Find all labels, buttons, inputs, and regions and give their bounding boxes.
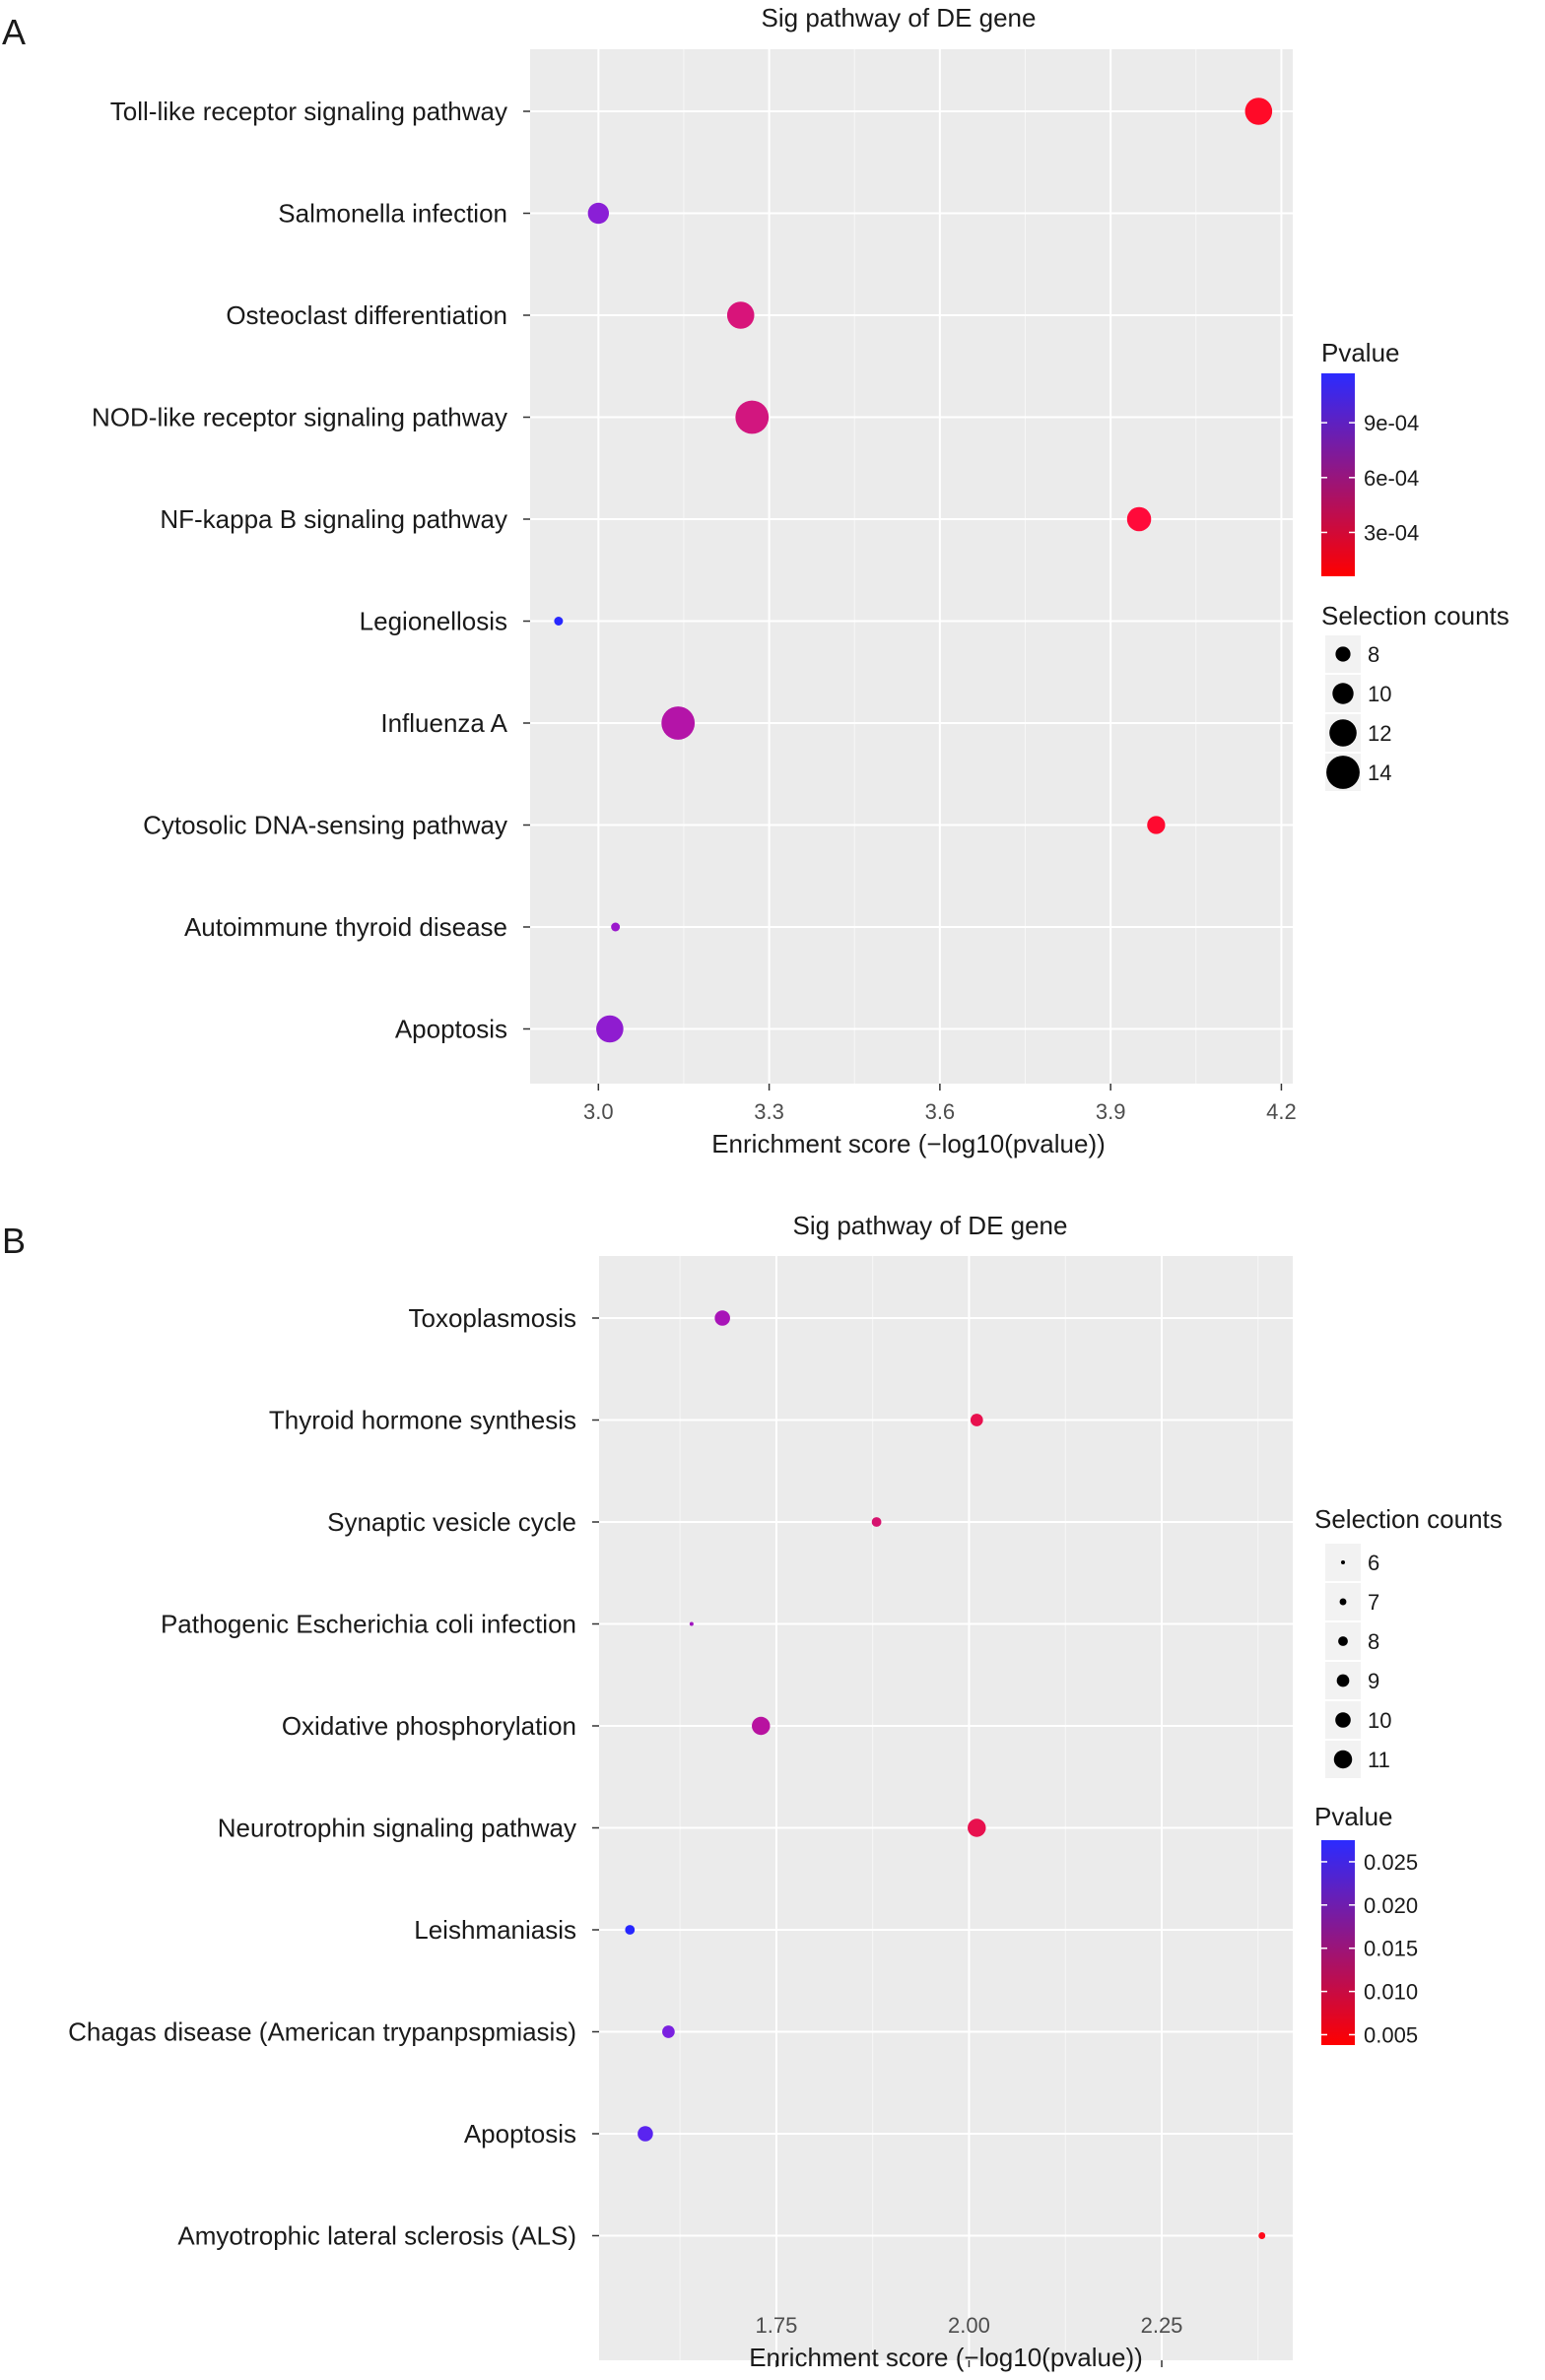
point-autoimmune-thyroid-disease bbox=[611, 922, 621, 932]
x-tick-label: 3.0 bbox=[583, 1099, 614, 1124]
colorbar-tick-label: 0.015 bbox=[1364, 1937, 1418, 1961]
category-label-apoptosis: Apoptosis bbox=[395, 1015, 507, 1044]
colorbar-tick-label: 3e-04 bbox=[1364, 520, 1419, 545]
point-thyroid-hormone-synthesis bbox=[970, 1414, 983, 1426]
category-label-nf-kappa-b-signaling-pathway: NF-kappa B signaling pathway bbox=[160, 504, 507, 534]
pvalue-legend-title: Pvalue bbox=[1314, 1802, 1393, 1831]
point-salmonella-infection bbox=[587, 202, 610, 225]
size-key-label: 10 bbox=[1368, 682, 1391, 706]
x-tick-label: 2.25 bbox=[1141, 2313, 1183, 2338]
chart-title: Sig pathway of DE gene bbox=[762, 3, 1037, 33]
size-key-dot bbox=[1335, 646, 1351, 662]
point-neurotrophin-signaling-pathway bbox=[968, 1818, 986, 1837]
size-key-label: 14 bbox=[1368, 760, 1391, 785]
size-legend-title: Selection counts bbox=[1321, 601, 1510, 630]
point-pathogenic-escherichia-coli-infection bbox=[689, 1621, 694, 1626]
colorbar-tick-label: 9e-04 bbox=[1364, 411, 1419, 435]
category-label-influenza-a: Influenza A bbox=[380, 708, 507, 738]
size-key-dot bbox=[1326, 756, 1360, 789]
point-amyotrophic-lateral-sclerosis-als bbox=[1258, 2232, 1266, 2239]
plot-background bbox=[599, 1256, 1293, 2360]
size-key-dot bbox=[1335, 1712, 1351, 1728]
point-nf-kappa-b-signaling-pathway bbox=[1126, 506, 1152, 532]
panel-label: A bbox=[2, 12, 26, 52]
category-label-toxoplasmosis: Toxoplasmosis bbox=[408, 1303, 576, 1333]
point-legionellosis bbox=[554, 617, 564, 626]
x-tick-label: 3.6 bbox=[925, 1099, 956, 1124]
category-label-cytosolic-dna-sensing-pathway: Cytosolic DNA-sensing pathway bbox=[143, 811, 507, 840]
size-key-dot bbox=[1329, 719, 1357, 747]
colorbar-tick-label: 0.005 bbox=[1364, 2022, 1418, 2047]
size-legend-title: Selection counts bbox=[1314, 1504, 1503, 1534]
point-oxidative-phosphorylation bbox=[752, 1716, 771, 1736]
point-influenza-a bbox=[661, 706, 696, 740]
colorbar-tick-label: 0.010 bbox=[1364, 1980, 1418, 2005]
category-label-amyotrophic-lateral-sclerosis-als: Amyotrophic lateral sclerosis (ALS) bbox=[177, 2221, 576, 2251]
panel-b: B Sig pathway of DE gene 1.75 2.00 2.25 Toxop… bbox=[2, 1211, 1503, 2372]
size-key-label: 8 bbox=[1368, 1629, 1379, 1654]
category-label-salmonella-infection: Salmonella infection bbox=[278, 199, 507, 229]
colorbar-tick-label: 6e-04 bbox=[1364, 466, 1419, 491]
x-tick-label: 2.00 bbox=[948, 2313, 990, 2338]
category-label-osteoclast-differentiation: Osteoclast differentiation bbox=[226, 300, 507, 330]
category-label-autoimmune-thyroid-disease: Autoimmune thyroid disease bbox=[184, 912, 507, 942]
size-key-dot bbox=[1333, 1750, 1353, 1769]
category-label-chagas-disease-american-trypanpspmiasis: Chagas disease (American trypanpspmiasis… bbox=[68, 2017, 576, 2047]
size-key-dot bbox=[1341, 1560, 1345, 1564]
size-key-label: 10 bbox=[1368, 1708, 1391, 1733]
colorbar-tick-label: 0.025 bbox=[1364, 1850, 1418, 1875]
x-tick-label: 4.2 bbox=[1266, 1099, 1297, 1124]
size-key-dot bbox=[1332, 683, 1354, 704]
point-cytosolic-dna-sensing-pathway bbox=[1147, 816, 1166, 834]
point-apoptosis bbox=[596, 1015, 624, 1043]
size-key-label: 6 bbox=[1368, 1551, 1379, 1575]
colorbar-tick-label: 0.020 bbox=[1364, 1893, 1418, 1918]
x-axis-title: Enrichment score (−log10(pvalue)) bbox=[749, 2343, 1143, 2372]
size-key-label: 11 bbox=[1368, 1748, 1390, 1772]
panel-a: A Sig pathway of DE gene 3.0 3.3 3.6 3.9 4.2 To… bbox=[2, 3, 1510, 1158]
pvalue-colorbar bbox=[1321, 373, 1355, 576]
category-label-oxidative-phosphorylation: Oxidative phosphorylation bbox=[282, 1711, 576, 1741]
category-label-nod-like-receptor-signaling-pathway: NOD-like receptor signaling pathway bbox=[92, 403, 507, 432]
point-synaptic-vesicle-cycle bbox=[871, 1517, 882, 1527]
category-label-apoptosis: Apoptosis bbox=[464, 2119, 576, 2149]
size-key-label: 8 bbox=[1368, 642, 1379, 667]
x-tick-label: 3.3 bbox=[754, 1099, 784, 1124]
category-label-thyroid-hormone-synthesis: Thyroid hormone synthesis bbox=[269, 1406, 576, 1435]
x-tick-label: 1.75 bbox=[755, 2313, 797, 2338]
category-label-pathogenic-escherichia-coli-infection: Pathogenic Escherichia coli infection bbox=[161, 1610, 576, 1639]
category-label-legionellosis: Legionellosis bbox=[360, 607, 507, 636]
x-tick-label: 3.9 bbox=[1096, 1099, 1126, 1124]
category-label-synaptic-vesicle-cycle: Synaptic vesicle cycle bbox=[327, 1507, 576, 1537]
point-toll-like-receptor-signaling-pathway bbox=[1244, 98, 1273, 125]
x-axis-title: Enrichment score (−log10(pvalue)) bbox=[711, 1129, 1106, 1158]
size-key-label: 7 bbox=[1368, 1590, 1379, 1615]
point-leishmaniasis bbox=[625, 1925, 636, 1935]
point-nod-like-receptor-signaling-pathway bbox=[735, 400, 770, 434]
category-label-leishmaniasis: Leishmaniasis bbox=[414, 1915, 576, 1945]
panel-label: B bbox=[2, 1221, 26, 1261]
size-key-dot bbox=[1336, 1674, 1350, 1687]
point-osteoclast-differentiation bbox=[726, 301, 755, 329]
pvalue-colorbar bbox=[1321, 1840, 1355, 2045]
plot-background bbox=[530, 49, 1293, 1084]
size-key-dot bbox=[1339, 1598, 1347, 1606]
point-toxoplasmosis bbox=[714, 1310, 730, 1326]
size-key-dot bbox=[1338, 1636, 1348, 1646]
point-apoptosis bbox=[638, 2126, 653, 2142]
size-key-label: 12 bbox=[1368, 721, 1391, 746]
category-label-toll-like-receptor-signaling-pathway: Toll-like receptor signaling pathway bbox=[110, 97, 507, 126]
pvalue-legend-title: Pvalue bbox=[1321, 338, 1400, 367]
size-key-label: 9 bbox=[1368, 1669, 1379, 1693]
point-chagas-disease-american-trypanpspmiasis bbox=[662, 2025, 675, 2038]
chart-title: Sig pathway of DE gene bbox=[793, 1211, 1068, 1240]
category-label-neurotrophin-signaling-pathway: Neurotrophin signaling pathway bbox=[218, 1814, 576, 1843]
